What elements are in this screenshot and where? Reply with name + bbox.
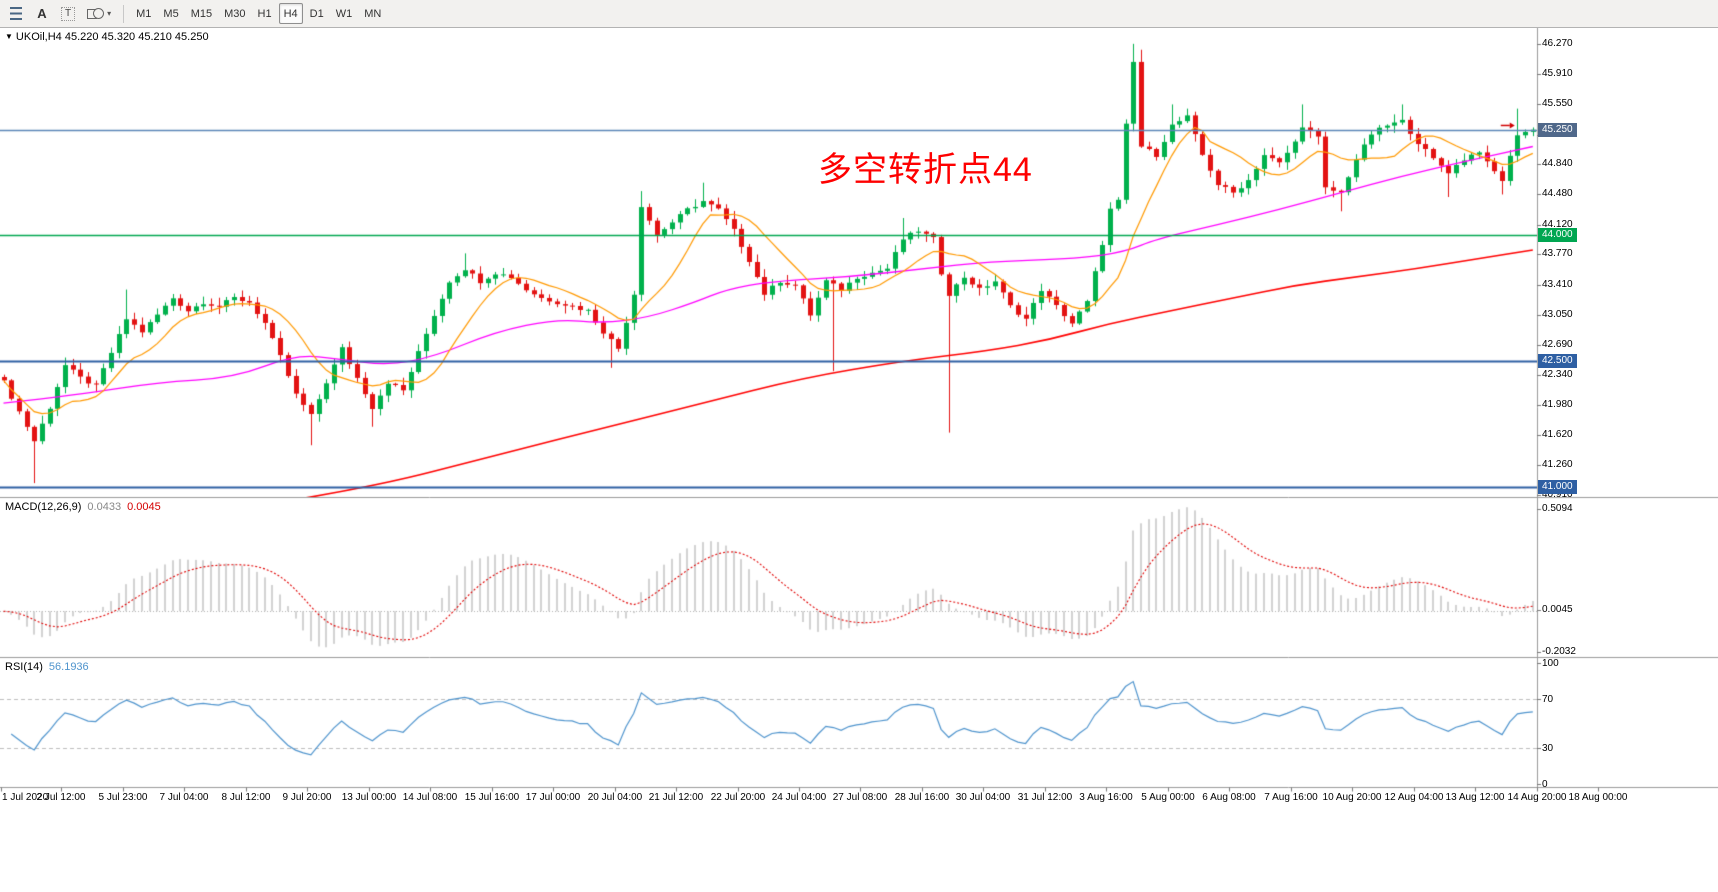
price-axis-label: 43.770	[1542, 248, 1573, 260]
price-axis-label: 43.050	[1542, 308, 1573, 320]
macd-name: MACD(12,26,9)	[5, 501, 82, 513]
timeframe-button-w1[interactable]: W1	[331, 3, 358, 24]
time-axis-label: 15 Jul 16:00	[464, 792, 520, 803]
rsi-axis-label: 100	[1542, 658, 1559, 669]
text-label-tool-button[interactable]: A	[30, 3, 54, 24]
price-tag: 44.000	[1538, 227, 1577, 242]
time-axis-label: 13 Jul 00:00	[341, 792, 397, 803]
macd-axis-label: -0.2032	[1542, 646, 1576, 658]
timeframe-toolbar: M1 M5 M15 M30 H1 H4 D1 W1 MN	[130, 3, 387, 24]
price-axis-label: 45.550	[1542, 98, 1573, 110]
macd-main-value: 0.0433	[87, 501, 122, 513]
timeframe-button-m5[interactable]: M5	[158, 3, 183, 24]
time-axis-label: 13 Aug 12:00	[1445, 792, 1505, 803]
time-axis-label: 7 Jul 04:00	[159, 792, 209, 803]
price-tag: 41.000	[1538, 480, 1577, 495]
time-axis-label: 21 Jul 12:00	[648, 792, 704, 803]
time-axis-label: 14 Jul 08:00	[402, 792, 458, 803]
boxed-t-icon: T	[61, 6, 76, 21]
timeframe-button-m1[interactable]: M1	[131, 3, 156, 24]
timeframe-button-m15[interactable]: M15	[186, 3, 217, 24]
macd-axis-label: 0.0045	[1542, 604, 1573, 616]
time-axis-label: 17 Jul 00:00	[525, 792, 581, 803]
price-axis-label: 44.120	[1542, 218, 1573, 230]
macd-indicator-label: MACD(12,26,9) 0.0433 0.0045	[5, 501, 161, 513]
rsi-value: 56.1936	[48, 661, 89, 673]
shapes-tool-button[interactable]: ▾	[82, 3, 116, 24]
time-axis-label: 22 Jul 20:00	[710, 792, 766, 803]
chart-annotation-text[interactable]: 多空转折点44	[818, 151, 1033, 189]
time-axis-label: 7 Aug 16:00	[1264, 792, 1318, 803]
rsi-axis-label: 0	[1542, 779, 1548, 790]
time-axis-label: 6 Aug 08:00	[1202, 792, 1256, 803]
price-axis-label: 40.910	[1542, 488, 1573, 500]
letter-a-icon: A	[37, 6, 47, 21]
list-lines-icon	[10, 7, 22, 20]
symbol-name: UKOil,H4	[15, 31, 62, 43]
price-axis-label: 43.410	[1542, 278, 1573, 290]
price-axis-label: 44.480	[1542, 188, 1573, 200]
chart-list-button[interactable]	[4, 3, 28, 24]
price-axis-label: 46.270	[1542, 37, 1573, 49]
timeframe-button-m30[interactable]: M30	[219, 3, 250, 24]
timeframe-button-d1[interactable]: D1	[305, 3, 329, 24]
time-axis-label: 31 Jul 12:00	[1017, 792, 1073, 803]
dropdown-caret-icon: ▾	[107, 9, 112, 18]
symbol-ohlc-label: ▼ UKOil,H4 45.220 45.320 45.210 45.250	[5, 31, 209, 43]
time-axis-label: 27 Jul 08:00	[832, 792, 888, 803]
rsi-name: RSI(14)	[5, 661, 43, 673]
time-axis-label: 5 Aug 00:00	[1141, 792, 1195, 803]
price-axis-label: 42.690	[1542, 339, 1573, 351]
time-axis-label: 2 Jul 12:00	[36, 792, 86, 803]
time-axis-label: 28 Jul 16:00	[894, 792, 950, 803]
timeframe-button-h1[interactable]: H1	[253, 3, 277, 24]
time-axis-label: 3 Aug 16:00	[1079, 792, 1133, 803]
time-axis-label: 9 Jul 20:00	[282, 792, 332, 803]
time-axis-label: 10 Aug 20:00	[1322, 792, 1382, 803]
price-axis-label: 41.620	[1542, 429, 1573, 441]
timeframe-button-h4[interactable]: H4	[278, 3, 303, 24]
time-axis-label: 14 Aug 20:00	[1507, 792, 1567, 803]
time-axis-label: 8 Jul 12:00	[221, 792, 271, 803]
collapse-triangle-icon[interactable]: ▼	[5, 32, 13, 41]
time-axis-label: 24 Jul 04:00	[771, 792, 827, 803]
time-axis-label: 12 Aug 04:00	[1384, 792, 1444, 803]
rsi-axis-label: 30	[1542, 742, 1554, 754]
price-tag: 42.500	[1538, 354, 1577, 369]
time-axis-label: 5 Jul 23:00	[98, 792, 148, 803]
macd-signal-value: 0.0045	[127, 501, 161, 513]
rsi-axis-label: 70	[1542, 694, 1554, 706]
price-axis-label: 45.910	[1542, 68, 1573, 80]
time-axis-label: 30 Jul 04:00	[955, 792, 1011, 803]
timeframe-button-mn[interactable]: MN	[359, 3, 386, 24]
text-tool-button[interactable]: T	[56, 3, 80, 24]
toolbar-separator	[123, 4, 125, 23]
time-axis-label: 18 Aug 00:00	[1568, 792, 1628, 803]
time-axis-label: 1 Jul 2020	[2, 792, 49, 803]
price-axis-label: 44.840	[1542, 158, 1573, 170]
time-axis-label: 20 Jul 04:00	[587, 792, 643, 803]
circle-shape-icon	[93, 8, 105, 19]
price-axis-label: 41.260	[1542, 459, 1573, 471]
rsi-indicator-label: RSI(14) 56.1936	[5, 661, 89, 673]
toolbar: A T ▾ M1 M5 M15 M30 H1 H4 D1 W1 MN	[0, 0, 1718, 28]
macd-axis-label: 0.5094	[1542, 503, 1573, 514]
price-axis-label: 41.980	[1542, 398, 1573, 410]
ohlc-values: 45.220 45.320 45.210 45.250	[64, 31, 209, 43]
price-tag: 45.250	[1538, 122, 1577, 137]
price-axis-label: 42.340	[1542, 368, 1573, 380]
